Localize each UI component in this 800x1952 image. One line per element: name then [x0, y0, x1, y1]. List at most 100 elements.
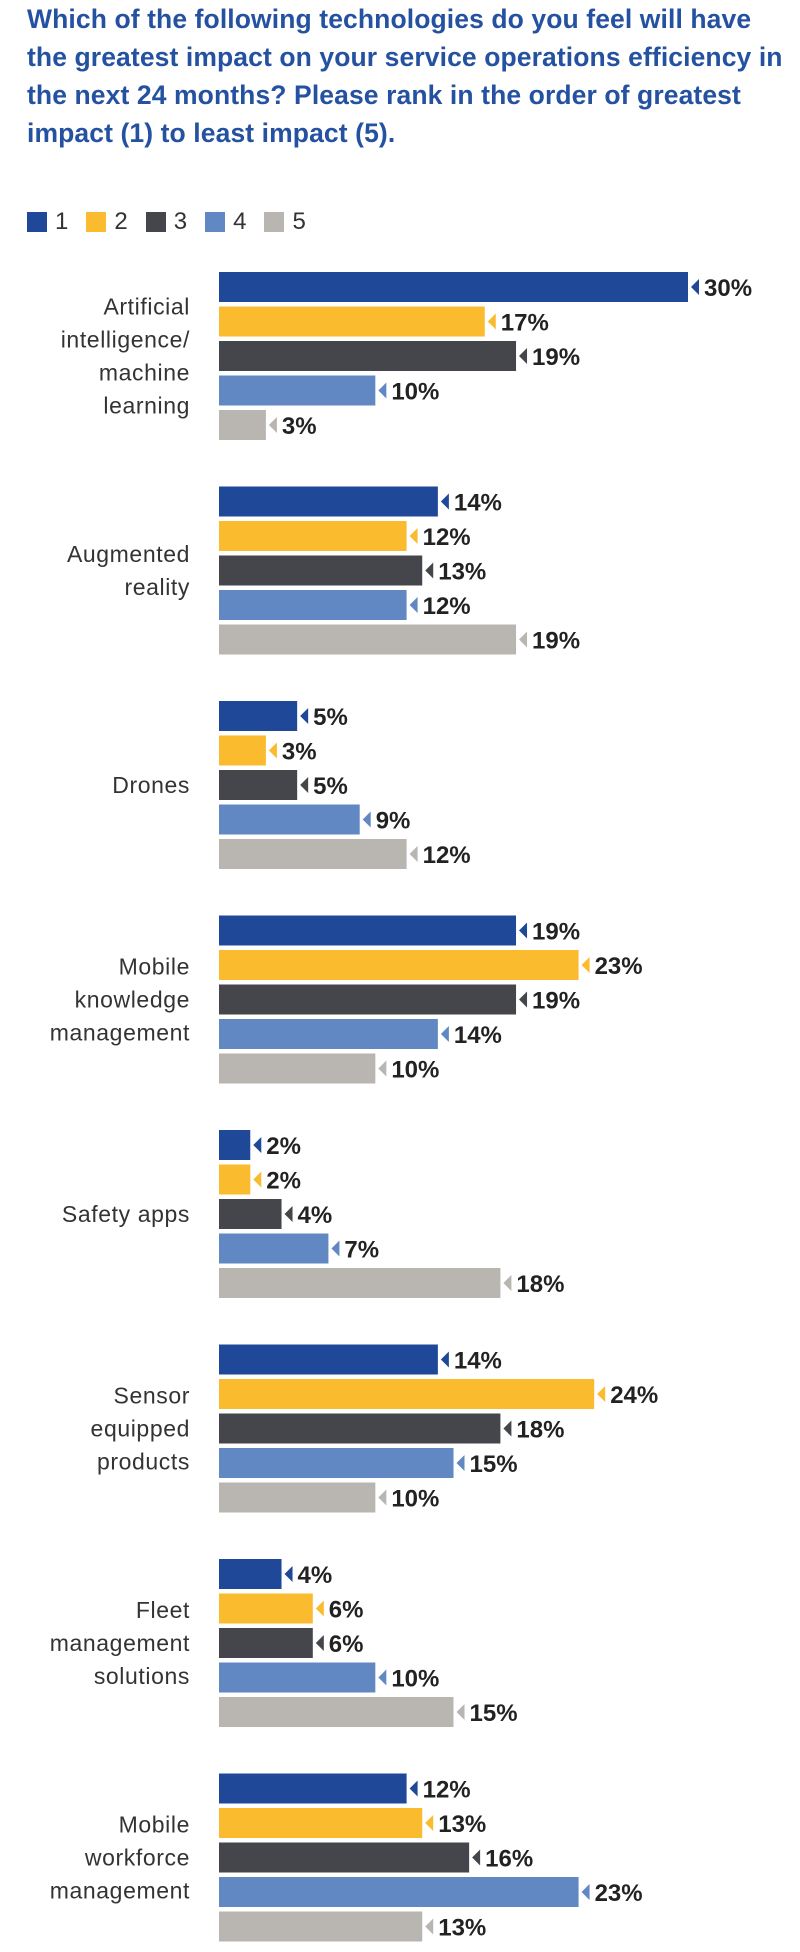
value-label: 3% — [282, 413, 317, 440]
value-marker — [456, 1704, 465, 1720]
category-group: Mobile workforce management 12% 13% 16% 23% 13% — [50, 1773, 643, 1942]
bar — [219, 1593, 313, 1624]
bar — [219, 410, 266, 440]
value-marker — [503, 1275, 512, 1291]
bar — [219, 1482, 376, 1513]
legend-label-1: 1 — [55, 208, 69, 235]
value-label: 2% — [266, 1168, 301, 1195]
value-label: 4% — [298, 1202, 333, 1229]
bar — [219, 1662, 376, 1693]
value-marker — [691, 279, 699, 295]
value-label: 5% — [313, 773, 348, 800]
category-label-line: Mobile — [119, 1812, 190, 1838]
value-marker — [409, 846, 418, 862]
value-label: 9% — [376, 808, 411, 835]
category-label: Mobile workforce management — [50, 1812, 190, 1904]
bar — [219, 1268, 501, 1298]
category-label: Sensor equipped products — [91, 1383, 190, 1475]
value-label: 5% — [313, 704, 348, 731]
category-label-line: Fleet — [136, 1597, 190, 1623]
bar — [219, 1877, 579, 1907]
bar — [219, 804, 360, 835]
category-label-line: Artificial — [103, 294, 190, 320]
category-label-line: knowledge — [75, 987, 190, 1013]
bar — [219, 1808, 423, 1838]
bar — [219, 1697, 454, 1727]
category-label-line: management — [50, 1878, 190, 1904]
value-label: 6% — [329, 1597, 364, 1624]
value-label: 10% — [391, 1486, 439, 1513]
value-label: 4% — [298, 1562, 333, 1589]
value-marker — [425, 562, 434, 579]
category-label: Drones — [112, 772, 190, 798]
legend-swatch-3 — [145, 212, 166, 232]
value-label: 13% — [438, 1811, 486, 1838]
category-label-line: machine — [99, 360, 190, 386]
value-marker — [409, 1780, 418, 1797]
bar — [219, 1199, 282, 1229]
value-marker — [519, 991, 528, 1008]
category-label-line: reality — [124, 574, 190, 600]
legend-item-5: 5 — [264, 208, 306, 236]
category-label-line: management — [50, 1630, 190, 1656]
bar — [219, 701, 298, 731]
value-marker — [440, 1351, 449, 1368]
value-label: 10% — [391, 1666, 439, 1693]
value-label: 24% — [610, 1382, 658, 1409]
value-label: 6% — [329, 1631, 364, 1658]
value-marker — [472, 1849, 481, 1866]
bar — [219, 624, 517, 655]
value-marker — [284, 1566, 293, 1582]
value-marker — [425, 1815, 434, 1831]
value-label: 19% — [532, 988, 580, 1015]
value-marker — [378, 1669, 387, 1686]
value-label: 23% — [595, 1880, 643, 1907]
value-label: 12% — [423, 1777, 471, 1804]
category-label-line: Mobile — [119, 954, 190, 980]
value-label: 16% — [485, 1846, 533, 1873]
value-marker — [253, 1171, 262, 1188]
value-label: 18% — [516, 1417, 564, 1444]
value-label: 14% — [454, 1348, 502, 1375]
value-label: 15% — [470, 1700, 518, 1727]
value-label: 13% — [438, 1915, 486, 1942]
value-marker — [581, 1884, 590, 1900]
category-label-line: Augmented — [67, 541, 190, 567]
value-label: 3% — [282, 739, 317, 766]
category-label: Artificial intelligence/machine learning — [61, 294, 190, 419]
bar — [219, 521, 407, 551]
bar — [219, 486, 438, 517]
bar — [219, 915, 517, 946]
value-marker — [315, 1635, 324, 1651]
bar — [219, 1559, 282, 1589]
value-label: 10% — [391, 1057, 439, 1084]
category-group: Safety apps 2% 2% 4% 7% 18% — [62, 1130, 564, 1298]
value-label: 23% — [595, 953, 643, 980]
value-label: 17% — [501, 310, 549, 337]
value-marker — [300, 708, 309, 724]
value-label: 2% — [266, 1133, 301, 1160]
legend-item-4: 4 — [205, 208, 246, 236]
value-marker — [519, 631, 528, 648]
category-label-line: Sensor — [114, 1383, 190, 1409]
bar — [219, 839, 407, 869]
legend-label-5: 5 — [292, 208, 306, 235]
bar — [219, 1164, 251, 1195]
value-label: 19% — [532, 919, 580, 946]
bar — [219, 1628, 313, 1658]
value-label: 18% — [516, 1271, 564, 1298]
category-label: Safety apps — [62, 1201, 190, 1227]
value-marker — [409, 597, 418, 613]
value-marker — [425, 1918, 434, 1935]
category-group: Artificial intelligence/machine learning 30… — [61, 272, 752, 440]
category-label-line: solutions — [94, 1663, 190, 1689]
category-group: Fleet management solutions 4% 6% 6% 10% 15% — [50, 1559, 518, 1727]
bar — [219, 272, 688, 302]
bar — [219, 1448, 454, 1478]
category-group: Mobile knowledge management 19% 23% 19% 14% 10% — [50, 915, 643, 1084]
value-marker — [268, 742, 277, 759]
bar — [219, 1842, 470, 1873]
category-label-line: Safety apps — [62, 1201, 190, 1227]
chart-title: Which of the following technologies do y… — [27, 4, 783, 148]
